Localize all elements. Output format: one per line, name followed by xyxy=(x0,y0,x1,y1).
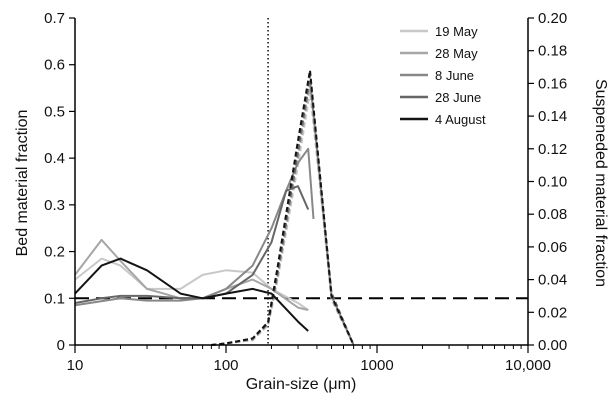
x-tick-label: 1000 xyxy=(360,357,393,374)
suspended-series-line-1 xyxy=(211,90,355,346)
legend-label-4: 28 June xyxy=(435,90,481,105)
y-right-tick-label: 0.04 xyxy=(538,272,567,289)
y-left-tick-label: 0.5 xyxy=(44,103,65,120)
y-left-tick-label: 0.6 xyxy=(44,57,65,74)
y-right-tick-label: 0.14 xyxy=(538,108,567,125)
x-axis-title: Grain-size (μm) xyxy=(246,376,357,393)
legend-label-2: 28 May xyxy=(435,46,478,61)
x-tick-label: 10 xyxy=(67,357,84,374)
y-left-tick-label: 0.2 xyxy=(44,244,65,261)
bed-series-line-3 xyxy=(74,147,315,307)
y-axis-title-left: Bed material fraction xyxy=(14,110,31,257)
y-left-tick-label: 0.3 xyxy=(44,197,65,214)
bed-series-line-4 xyxy=(74,185,310,304)
y-right-tick-label: 0.18 xyxy=(538,43,567,60)
y-right-tick-label: 0.20 xyxy=(538,10,567,27)
suspended-series-line-5 xyxy=(211,69,355,346)
legend-label-1: 19 May xyxy=(435,24,478,39)
x-tick-label: 10,000 xyxy=(505,357,551,374)
bed-series-line-1 xyxy=(74,257,309,311)
y-right-tick-label: 0.16 xyxy=(538,75,567,92)
y-right-tick-label: 0.06 xyxy=(538,239,567,256)
legend-label-3: 8 June xyxy=(435,68,474,83)
bed-series-line-5 xyxy=(74,257,309,332)
suspended-series-line-4 xyxy=(211,74,355,346)
y-left-tick-label: 0 xyxy=(57,337,65,354)
y-right-tick-label: 0.02 xyxy=(538,304,567,321)
y-left-tick-label: 0.1 xyxy=(44,290,65,307)
y-left-tick-label: 0.4 xyxy=(44,150,65,167)
y-right-tick-label: 0.08 xyxy=(538,206,567,223)
legend-label-5: 4 August xyxy=(435,112,486,127)
y-axis-title-right: Suspeneded material fraction xyxy=(592,79,609,287)
y-right-tick-label: 0.10 xyxy=(538,174,567,191)
x-tick-label: 100 xyxy=(213,357,238,374)
y-left-tick-label: 0.7 xyxy=(44,10,65,27)
y-right-tick-label: 0.12 xyxy=(538,141,567,158)
y-right-tick-label: 0.00 xyxy=(538,337,567,354)
